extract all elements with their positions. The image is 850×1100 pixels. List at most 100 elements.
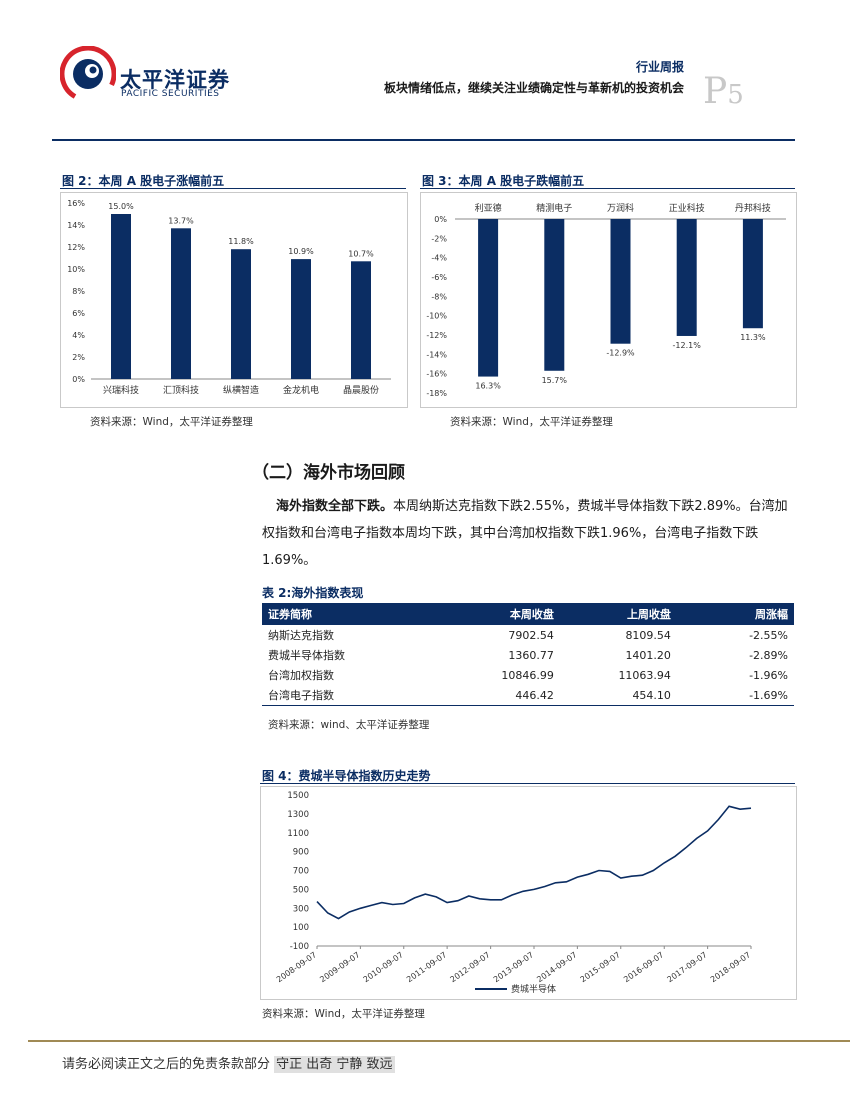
y-tick-label: 0% <box>434 215 447 224</box>
bar <box>478 219 499 377</box>
figure2-title: 图 2：本周 A 股电子涨幅前五 <box>62 174 225 188</box>
y-tick-label: 700 <box>293 867 309 877</box>
col-header-name: 证券简称 <box>262 603 443 625</box>
table2-source: 资料来源：wind、太平洋证券整理 <box>268 719 430 731</box>
x-tick-label: 汇顶科技 <box>163 384 199 396</box>
y-tick-label: 300 <box>293 904 309 914</box>
y-tick-label: 1100 <box>287 829 309 839</box>
logo-en: PACIFIC SECURITIES <box>121 89 220 99</box>
y-tick-label: -14% <box>426 350 447 359</box>
x-tick-label: 2010-09-07 <box>362 950 405 984</box>
y-tick-label: 100 <box>293 923 309 933</box>
y-tick-label: -2% <box>431 234 447 243</box>
cell-change: -2.55% <box>749 628 788 642</box>
y-tick-label: 4% <box>72 331 85 340</box>
data-label: -12.1% <box>673 341 702 350</box>
footer: 请务必阅读正文之后的免责条款部分 守正 出奇 宁静 致远 <box>62 1053 395 1073</box>
data-label: 13.7% <box>168 216 194 225</box>
series-line <box>316 805 752 920</box>
footer-motto: 守正 出奇 宁静 致远 <box>274 1056 395 1073</box>
figure3-rule <box>420 188 795 189</box>
x-tick-label: 纵横智造 <box>223 384 259 396</box>
y-tick-label: 1500 <box>287 791 309 801</box>
figure3-chart: 0% -2% -4% -6% -8% -10% -12% -14% -16% -18% 利亚德 16.… <box>420 192 797 408</box>
bar <box>610 219 631 344</box>
y-tick-label: 14% <box>67 221 85 230</box>
bar <box>742 219 763 329</box>
report-title: 板块情绪低点，继续关注业绩确定性与革新机的投资机会 <box>383 81 684 95</box>
y-tick-label: -8% <box>431 292 447 301</box>
figure4-source: 资料来源：Wind，太平洋证券整理 <box>262 1008 425 1020</box>
bar <box>231 249 251 379</box>
x-tick-label: 2016-09-07 <box>622 950 665 984</box>
figure2-svg: 0% 2% 4% 6% 8% 10% 12% 14% 16% 15.0% 兴瑞科技 13.7% 汇顶科技… <box>67 199 391 396</box>
x-tick-label: 2014-09-07 <box>535 950 578 984</box>
y-tick-label: -10% <box>426 312 447 321</box>
x-tick-label: 2009-09-07 <box>318 950 361 984</box>
table-row: 台湾电子指数 446.42 454.10 -1.69% <box>262 685 794 706</box>
figure3-svg: 0% -2% -4% -6% -8% -10% -12% -14% -16% -18% 利亚德 16.… <box>426 202 786 398</box>
figure4-rule <box>260 783 795 784</box>
y-tick-label: 16% <box>67 199 85 208</box>
y-tick-label: 900 <box>293 848 309 858</box>
x-tick-label: 2012-09-07 <box>449 950 492 984</box>
data-label: 11.8% <box>228 237 254 246</box>
bar <box>544 219 565 371</box>
x-tick-label: 2018-09-07 <box>709 950 752 984</box>
cell-last-week: 8109.54 <box>625 628 671 642</box>
data-label: 15.7% <box>542 376 568 385</box>
y-tick-label: 2% <box>72 353 85 362</box>
x-tick-label: 金龙机电 <box>283 384 319 396</box>
legend-label: 费城半导体 <box>511 983 556 995</box>
section-paragraph: 海外指数全部下跌。本周纳斯达克指数下跌2.55%，费城半导体指数下跌2.89%。… <box>262 493 794 574</box>
paragraph-body: 本周纳斯达克指数下跌2.55%，费城半导体指数下跌2.89%。台湾加权指数和台湾… <box>262 499 788 568</box>
y-tick-label: 500 <box>293 885 309 895</box>
figure3-title: 图 3：本周 A 股电子跌幅前五 <box>422 174 585 188</box>
figure2-rule <box>60 188 406 189</box>
y-tick-label: -6% <box>431 273 447 282</box>
x-tick-label: 2017-09-07 <box>666 950 709 984</box>
cell-change: -2.89% <box>749 648 788 662</box>
figure2-source: 资料来源：Wind，太平洋证券整理 <box>90 416 253 428</box>
y-tick-label: 1300 <box>287 810 309 820</box>
y-tick-label: -12% <box>426 331 447 340</box>
data-label: 10.7% <box>348 249 374 258</box>
table-row: 纳斯达克指数 7902.54 8109.54 -2.55% <box>262 625 794 645</box>
cell-this-week: 7902.54 <box>508 628 554 642</box>
x-tick-label: 2013-09-07 <box>492 950 535 984</box>
report-category: 行业周报 <box>635 60 684 74</box>
y-tick-label: -4% <box>431 254 447 263</box>
cell-this-week: 446.42 <box>442 685 560 706</box>
cell-last-week: 11063.94 <box>618 668 671 682</box>
data-label: 11.3% <box>740 333 766 342</box>
data-label: -12.9% <box>606 349 635 358</box>
index-table: 证券简称 本周收盘 上周收盘 周涨幅 纳斯达克指数 7902.54 8109.5… <box>262 603 794 706</box>
cell-name: 台湾加权指数 <box>268 669 334 682</box>
table-header-row: 证券简称 本周收盘 上周收盘 周涨幅 <box>262 603 794 625</box>
cell-last-week: 454.10 <box>559 685 677 706</box>
figure3-source: 资料来源：Wind，太平洋证券整理 <box>450 416 613 428</box>
y-tick-label: -16% <box>426 370 447 379</box>
cell-change: -1.69% <box>676 685 794 706</box>
bar <box>291 259 311 379</box>
x-tick-label: 精测电子 <box>536 202 572 214</box>
company-logo-icon <box>59 45 117 103</box>
logo-cn: 太平洋证券 <box>120 68 230 92</box>
page-number: P5 <box>703 74 744 110</box>
bar <box>676 219 697 336</box>
bar <box>111 214 131 379</box>
x-tick-label: 2008-09-07 <box>275 950 318 984</box>
footer-disclaimer: 请务必阅读正文之后的免责条款部分 <box>62 1057 271 1072</box>
y-tick-label: -18% <box>426 389 447 398</box>
y-tick-label: 8% <box>72 287 85 296</box>
cell-name: 纳斯达克指数 <box>268 629 334 642</box>
bar <box>351 261 371 379</box>
y-tick-label: 6% <box>72 309 85 318</box>
cell-name: 台湾电子指数 <box>262 685 443 706</box>
figure2-chart: 0% 2% 4% 6% 8% 10% 12% 14% 16% 15.0% 兴瑞科技 13.7% 汇顶科技… <box>60 192 408 408</box>
x-tick-label: 兴瑞科技 <box>103 384 139 396</box>
y-tick-label: 0% <box>72 375 85 384</box>
x-tick-label: 正业科技 <box>669 202 705 214</box>
figure4-svg: -100 100 300 500 700 900 1100 1300 1500 2008-09-0… <box>275 791 752 995</box>
x-tick-label: 2011-09-07 <box>405 950 448 984</box>
